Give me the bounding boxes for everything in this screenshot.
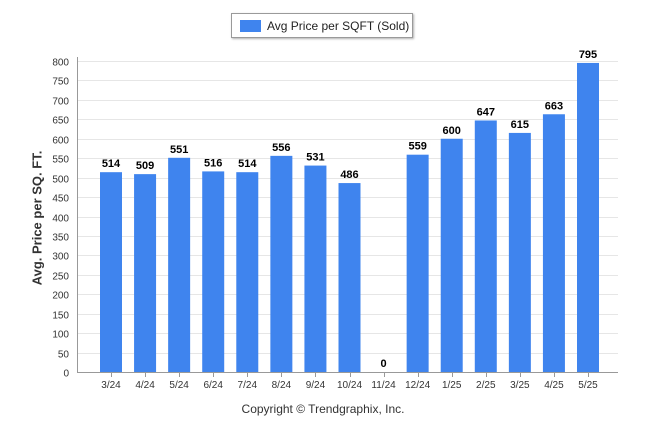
bar[interactable]	[406, 154, 429, 372]
y-axis-label: Avg. Price per SQ. FT.	[29, 150, 45, 286]
x-tick-label: 3/25	[510, 380, 530, 391]
bar[interactable]	[100, 172, 122, 372]
bar[interactable]	[202, 171, 225, 372]
bar[interactable]	[168, 157, 191, 372]
x-tick-label: 8/24	[272, 380, 292, 391]
bar-value-label: 615	[511, 119, 529, 131]
y-tick-label: 0	[63, 369, 69, 380]
legend[interactable]: Avg Price per SQFT (Sold)	[231, 13, 413, 38]
x-tick-label: 1/25	[442, 380, 462, 391]
bar-value-label: 663	[545, 100, 563, 112]
x-tick-label: 7/24	[238, 380, 258, 391]
y-tick-label: 750	[52, 77, 69, 88]
y-tick-label: 150	[52, 311, 69, 322]
x-tick-label: 10/24	[337, 380, 362, 391]
bar[interactable]	[542, 114, 565, 372]
bar[interactable]	[508, 132, 531, 372]
copyright-text: Copyright © Trendgraphix, Inc.	[241, 402, 405, 416]
x-tick-label: 9/24	[306, 380, 326, 391]
bar-value-label: 531	[306, 152, 324, 164]
y-tick-label: 650	[52, 116, 69, 127]
bar-value-label: 647	[477, 106, 495, 118]
bar-value-label: 0	[381, 358, 387, 370]
y-tick-label: 100	[52, 330, 69, 341]
bar[interactable]	[338, 183, 361, 372]
bar-value-label: 486	[340, 169, 358, 181]
bar[interactable]	[304, 165, 327, 372]
y-tick-label: 300	[52, 252, 69, 263]
bar[interactable]	[236, 172, 259, 372]
y-tick-label: 450	[52, 194, 69, 205]
y-tick-label: 500	[52, 175, 69, 186]
data-labels: 514 509 551 516 514 556 531 486 0 559 600 647 615 663…	[102, 49, 597, 370]
axes: 0 50 100 150 200 250 300 350 400 450 500 550 600 650 7…	[52, 57, 618, 391]
x-tick-label: 6/24	[203, 380, 223, 391]
legend-label: Avg Price per SQFT (Sold)	[267, 18, 410, 33]
bar-value-label: 795	[579, 49, 597, 61]
y-tick-label: 550	[52, 155, 69, 166]
bars	[100, 62, 599, 372]
y-tick-label: 200	[52, 291, 69, 302]
bar-value-label: 514	[238, 158, 257, 170]
y-tick-label: 250	[52, 272, 69, 283]
bar-value-label: 509	[136, 160, 154, 172]
x-tick-label: 5/25	[578, 380, 598, 391]
y-tick-label: 350	[52, 233, 69, 244]
y-tick-label: 400	[52, 214, 69, 225]
x-tick-label: 3/24	[101, 380, 121, 391]
bar[interactable]	[440, 138, 463, 372]
bar-value-label: 600	[443, 125, 461, 137]
bar[interactable]	[134, 174, 157, 372]
bar-value-label: 514	[102, 158, 121, 170]
x-tick-label: 4/24	[135, 380, 155, 391]
legend-swatch	[240, 19, 261, 32]
x-tick-label: 2/25	[476, 380, 496, 391]
x-tick-label: 11/24	[371, 380, 396, 391]
y-tick-label: 800	[52, 58, 69, 69]
bar[interactable]	[270, 155, 293, 372]
x-tick-label: 12/24	[405, 380, 430, 391]
bar-value-label: 559	[408, 141, 426, 153]
y-tick-label: 700	[52, 97, 69, 108]
y-tick-label: 50	[58, 350, 70, 361]
bar[interactable]	[577, 62, 599, 372]
bar-value-label: 516	[204, 157, 222, 169]
bar-value-label: 556	[272, 142, 290, 154]
bar[interactable]	[474, 120, 497, 372]
y-tick-label: 600	[52, 136, 69, 147]
x-tick-label: 4/25	[544, 380, 564, 391]
bar-value-label: 551	[170, 144, 188, 156]
x-tick-label: 5/24	[169, 380, 189, 391]
